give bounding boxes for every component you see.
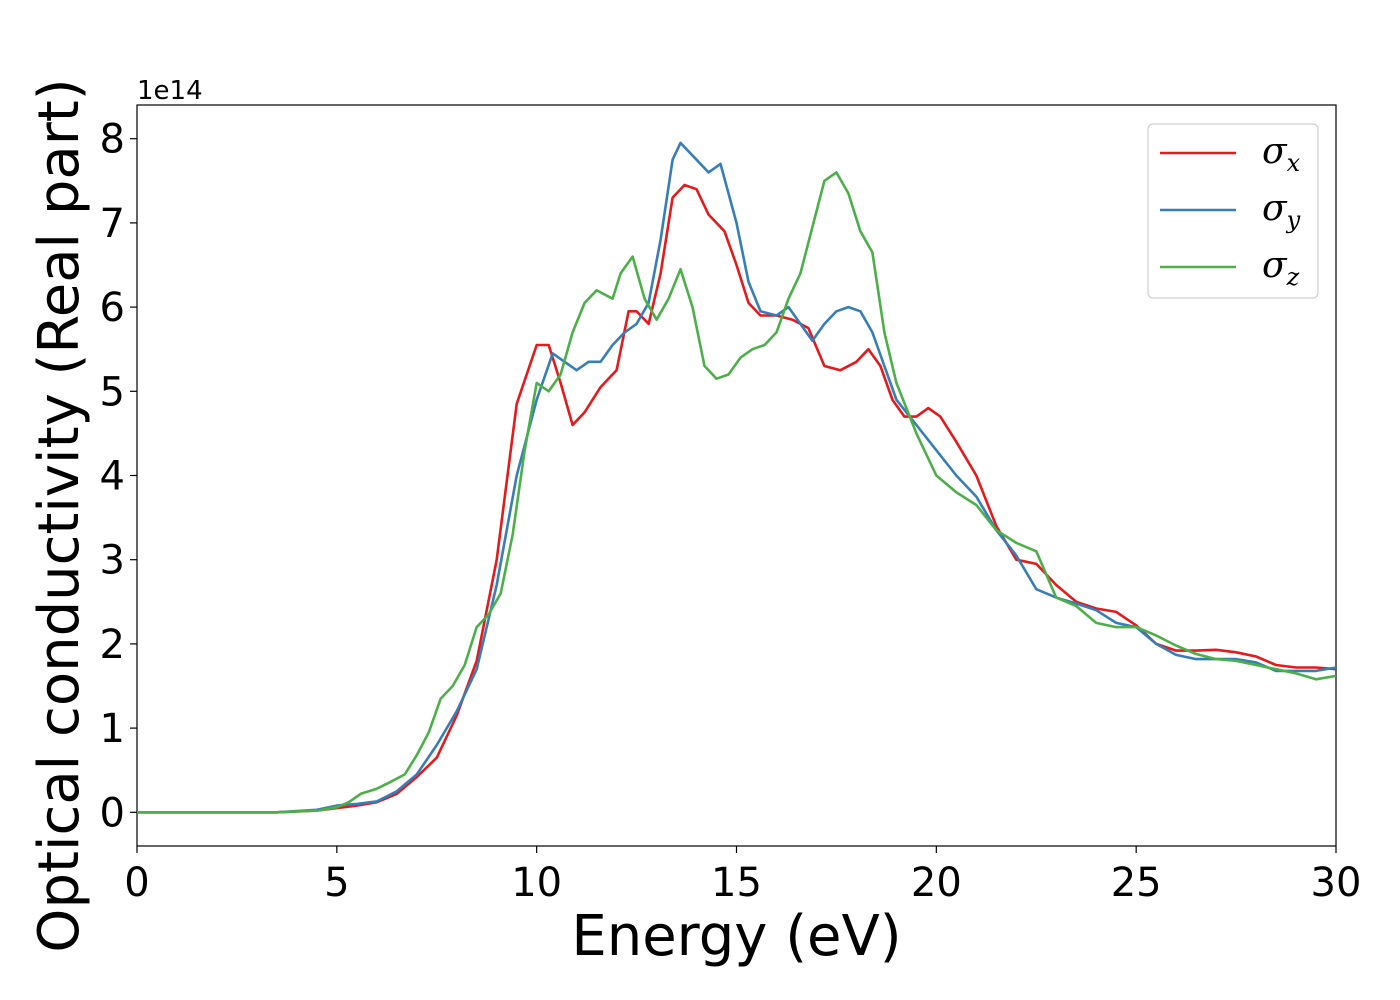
series-layer — [137, 141, 1337, 814]
y-tick-label: 6 — [100, 285, 125, 331]
x-axis: 0 5 10 15 20 25 30 — [124, 846, 1361, 906]
y-tick-label: 7 — [100, 201, 125, 247]
x-tick-label: 30 — [1311, 860, 1362, 906]
legend-subscript: y — [1286, 206, 1301, 234]
x-tick-label: 5 — [324, 860, 349, 906]
y-tick-label: 0 — [100, 790, 125, 836]
legend-subscript: x — [1287, 149, 1301, 177]
legend-symbol: σ — [1262, 131, 1288, 172]
legend-entry-x: σx — [1262, 131, 1301, 177]
x-tick-label: 10 — [511, 860, 562, 906]
legend-symbol: σ — [1262, 245, 1288, 286]
legend-symbol: σ — [1262, 188, 1288, 229]
y-tick-label: 2 — [100, 622, 125, 668]
y-tick-label: 8 — [100, 117, 125, 163]
y-axis-label: Optical conductivity (Real part) — [27, 78, 92, 952]
x-axis-label: Energy (eV) — [571, 904, 901, 969]
x-tick-label: 25 — [1111, 860, 1162, 906]
x-tick-label: 20 — [911, 860, 962, 906]
legend-subscript: z — [1286, 263, 1300, 291]
y-tick-label: 4 — [100, 454, 125, 500]
series-line-z — [137, 171, 1337, 814]
y-axis-offset-text: 1e14 — [137, 76, 203, 106]
series-line-y — [137, 141, 1337, 814]
legend-entry-y: σy — [1262, 188, 1301, 234]
legend-entry-z: σz — [1262, 245, 1300, 291]
x-tick-label: 15 — [711, 860, 762, 906]
y-tick-label: 3 — [100, 538, 125, 584]
x-tick-label: 0 — [124, 860, 149, 906]
y-tick-label: 5 — [100, 369, 125, 415]
y-tick-label: 1 — [100, 706, 125, 752]
y-axis: 0 1 2 3 4 5 6 7 8 — [100, 117, 137, 836]
